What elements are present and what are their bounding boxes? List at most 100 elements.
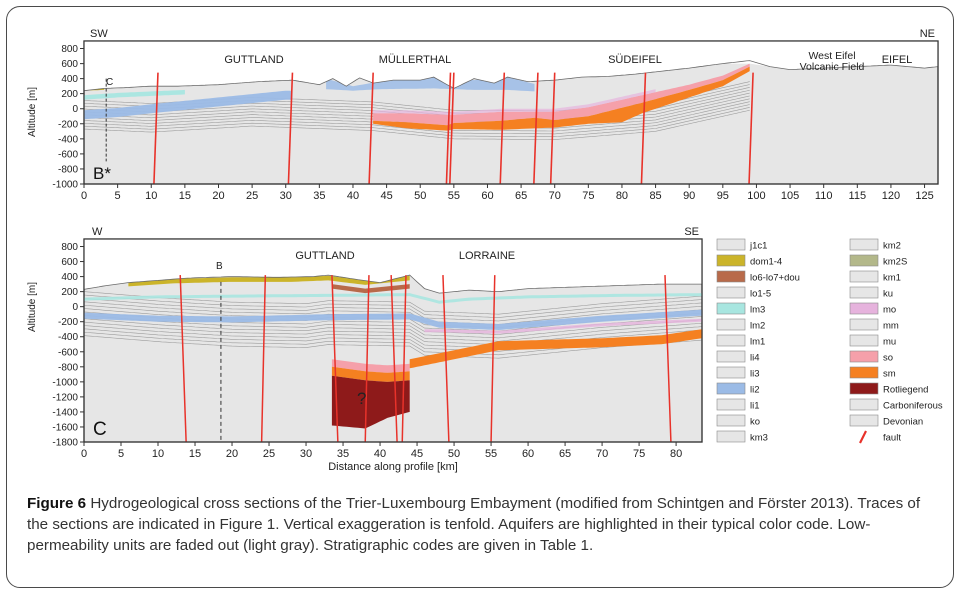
lower-x-tick-label: 15 (189, 448, 201, 460)
trace-marker-b: B (216, 261, 223, 272)
upper-plot-border (83, 40, 939, 185)
lower-y-tick-label: 200 (61, 287, 78, 298)
legend-label: km3 (750, 433, 768, 444)
legend-swatch (849, 398, 879, 411)
fault-line (364, 275, 370, 443)
legend-swatch (849, 286, 879, 299)
unit-so (331, 359, 410, 373)
upper-x-tick-label: 50 (414, 190, 426, 202)
legend-label: km2S (883, 257, 907, 268)
region-label-guttland-lower: GUTTLAND (295, 250, 354, 262)
legend-swatch (849, 254, 879, 267)
upper-x-tick-label: 40 (347, 190, 359, 202)
lower-y-tick-label: -600 (58, 347, 78, 358)
layer-line (83, 294, 703, 318)
fault-line (153, 72, 159, 185)
legend-label: ko (750, 417, 760, 428)
surface-line (83, 274, 702, 294)
upper-x-tick-label: 0 (81, 190, 87, 202)
unit-lo6-lo7 (331, 284, 410, 294)
legend-label: Rotliegend (883, 385, 928, 396)
upper-x-tick-label: 35 (313, 190, 325, 202)
figure-frame: 800 600 400 200 0 -200 -400 -600 -800 -1000 0 5 10 15… (6, 6, 954, 588)
caption-label: Figure 6 (27, 495, 87, 512)
upper-y-tick-label: 600 (61, 59, 78, 70)
lower-x-tick-label: 50 (448, 448, 460, 460)
legend-swatch (716, 382, 746, 395)
unit-rotliegend (331, 375, 410, 429)
region-label-eifel: EIFEL (882, 54, 913, 66)
lower-x-tick-label: 30 (300, 448, 312, 460)
lower-y-tick-label: 600 (61, 257, 78, 268)
lower-y-tick-label: 0 (72, 302, 78, 313)
unit-so (373, 63, 750, 126)
fault-line (331, 275, 339, 443)
upper-x-tick-label: 70 (549, 190, 561, 202)
fault-line (748, 72, 754, 185)
lower-x-tick-label: 60 (522, 448, 534, 460)
legend-label: li4 (750, 353, 760, 364)
unit-sm (373, 66, 750, 131)
fault-line (179, 275, 187, 443)
upper-x-tick-label: 55 (448, 190, 460, 202)
unit-dom (128, 275, 410, 287)
upper-x-tick-label: 5 (115, 190, 121, 202)
legend: j1c1 dom1-4 lo6-lo7+dou lo1-5 lm3 lm2 lm1 li4 li… (716, 238, 943, 444)
upper-x-tick-label: 60 (481, 190, 493, 202)
upper-x-tick-label: 120 (882, 190, 900, 202)
legend-swatch (716, 350, 746, 363)
legend-label: mo (883, 305, 896, 316)
upper-x-tick-label: 100 (747, 190, 765, 202)
fault-line (287, 72, 294, 185)
legend-label: j1c1 (749, 241, 767, 252)
unit-sm-east (409, 329, 702, 369)
legend-swatch (716, 238, 746, 251)
layer-line (83, 107, 750, 137)
region-label-west-eifel: West Eifel Volcanic Field (800, 51, 865, 73)
legend-swatch (716, 302, 746, 315)
upper-x-tick-label: 110 (815, 190, 833, 202)
legend-label: li2 (750, 385, 760, 396)
lower-plot-border (83, 238, 703, 443)
upper-x-tick-label: 75 (582, 190, 594, 202)
upper-y-tick-label: 0 (72, 104, 78, 115)
upper-x-tick-label: 80 (616, 190, 628, 202)
caption-text: Hydrogeological cross sections of the Tr… (27, 495, 921, 554)
layer-line (83, 109, 750, 140)
legend-swatch (849, 270, 879, 283)
lower-x-tick-label: 65 (559, 448, 571, 460)
fault-line (368, 72, 374, 185)
fault-line (549, 72, 556, 185)
lower-y-tick-label: -800 (58, 362, 78, 373)
upper-y-tick-label: -600 (58, 149, 78, 160)
legend-label: km1 (883, 273, 901, 284)
legend-label: lo6-lo7+dou (750, 273, 800, 284)
legend-label: li1 (750, 401, 760, 412)
legend-label: km2 (883, 241, 901, 252)
legend-swatch (849, 238, 879, 251)
legend-swatch (716, 430, 746, 443)
legend-label: mm (883, 321, 899, 332)
lower-y-tick-label: -1000 (52, 377, 78, 388)
region-label-guttland: GUTTLAND (224, 54, 283, 66)
legend-label: fault (883, 433, 901, 444)
legend-swatch (849, 414, 879, 427)
legend-label: lm1 (750, 337, 765, 348)
legend-fault-swatch (859, 430, 867, 444)
lower-y-tick-label: -400 (58, 332, 78, 343)
upper-x-tick-label: 115 (849, 190, 867, 202)
legend-label: lm3 (750, 305, 765, 316)
fault-line (442, 275, 450, 443)
unit-li2 (84, 309, 702, 330)
upper-x-tick-label: 85 (649, 190, 661, 202)
upper-y-tick-label: 400 (61, 74, 78, 85)
upper-y-tick-label: -400 (58, 134, 78, 145)
trace-marker-c: C (106, 77, 113, 88)
sky-mask (84, 41, 938, 91)
legend-swatch (716, 254, 746, 267)
corner-label-ne: NE (920, 28, 935, 40)
upper-x-tick-label: 20 (212, 190, 224, 202)
fault-line (664, 275, 672, 443)
legend-swatch (849, 366, 879, 379)
